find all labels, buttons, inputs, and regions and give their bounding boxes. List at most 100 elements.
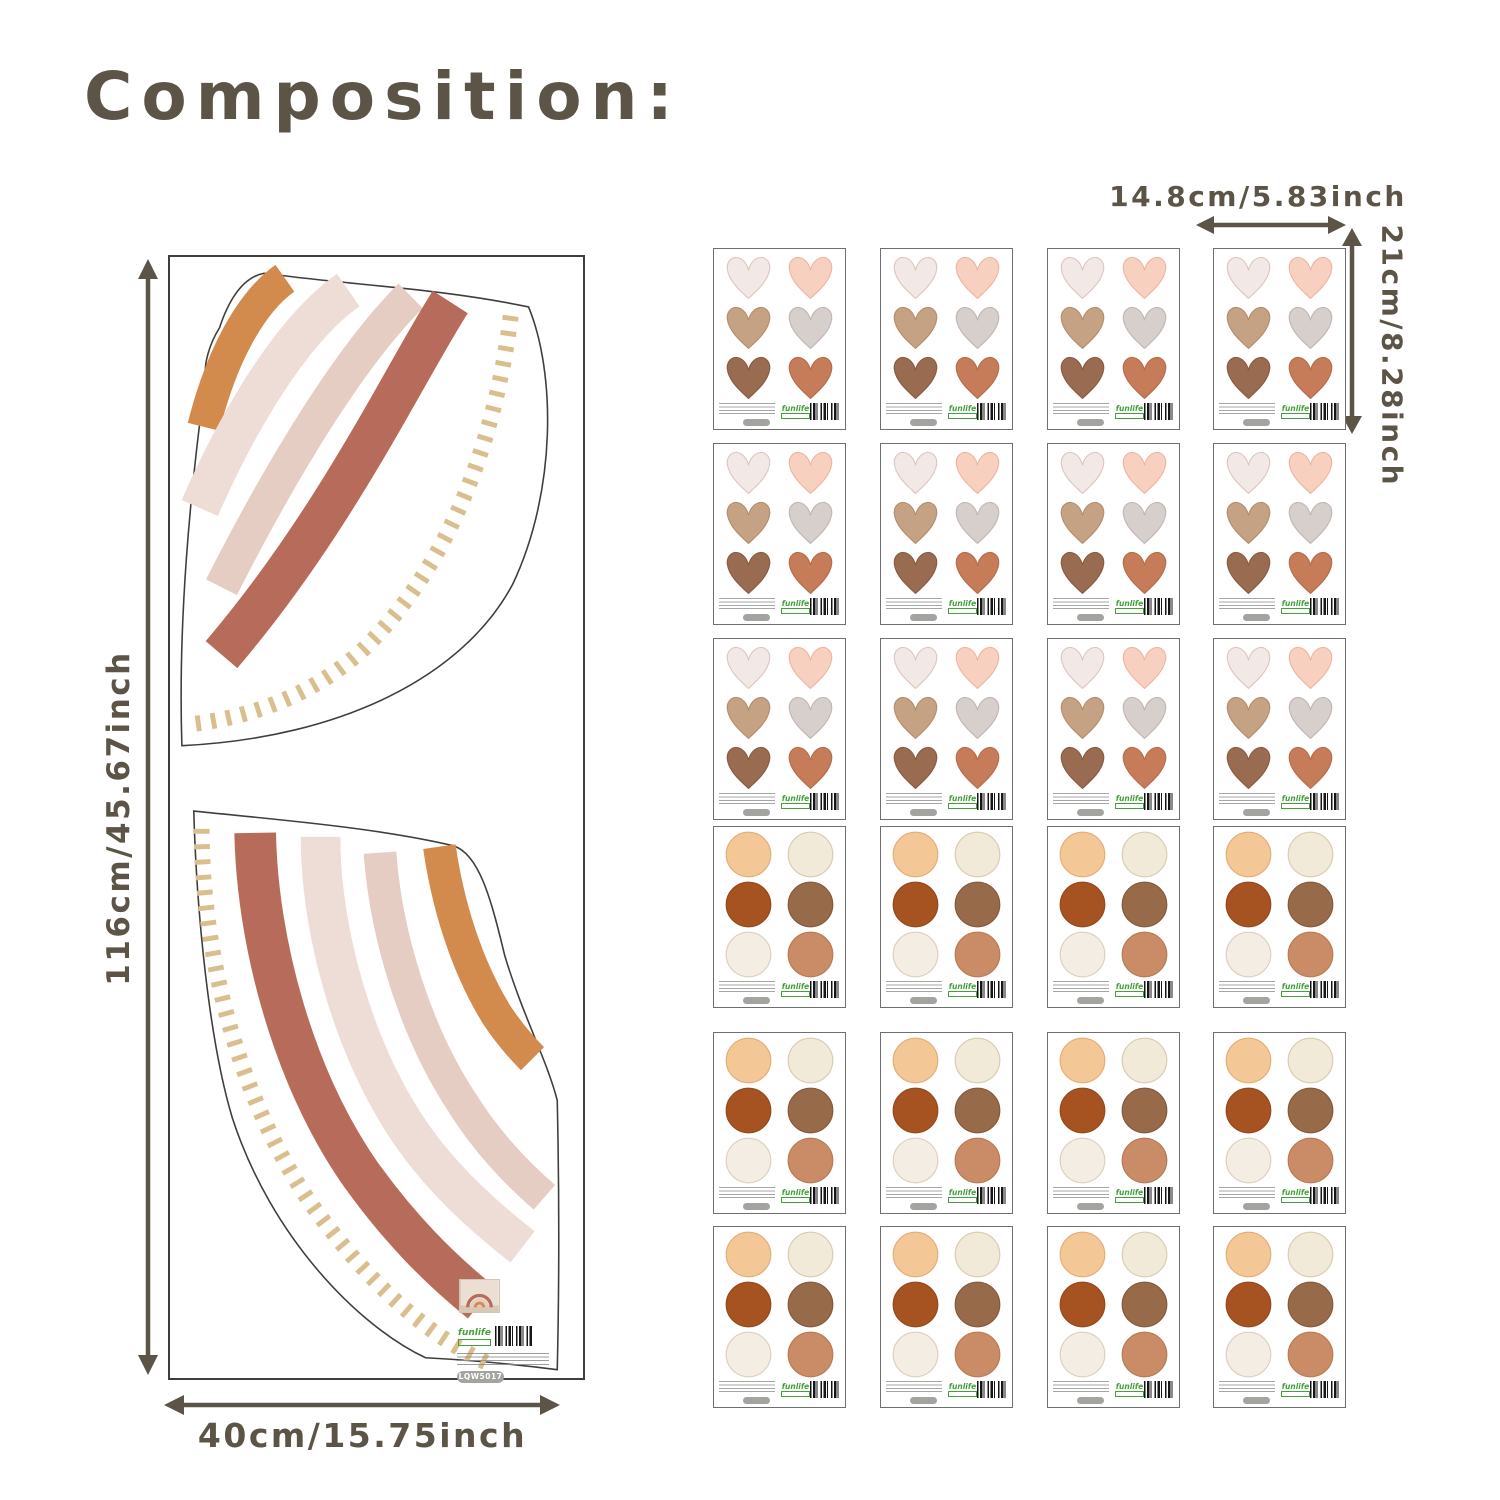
page-title: Composition: bbox=[84, 58, 682, 135]
sheet-code-badge bbox=[743, 997, 770, 1004]
dot-sticker bbox=[787, 1137, 834, 1184]
sticker-sheet-dots: funlife bbox=[713, 1032, 846, 1214]
sheet-barcode bbox=[1310, 793, 1341, 810]
heart-sticker bbox=[1288, 257, 1332, 300]
sticker-area bbox=[1218, 830, 1341, 979]
heart-sticker bbox=[1061, 501, 1105, 545]
sheet-barcode bbox=[1310, 1187, 1341, 1204]
dot-sticker bbox=[1059, 1037, 1106, 1084]
sticker-sheet-hearts: funlife bbox=[1213, 443, 1346, 625]
sheet-fineprint bbox=[1053, 598, 1109, 611]
heart-sticker bbox=[1122, 306, 1166, 350]
sheet-code-badge bbox=[1077, 1203, 1104, 1210]
sheet-code-badge bbox=[743, 809, 770, 816]
heart-sticker bbox=[1061, 452, 1105, 495]
heart-sticker bbox=[1122, 356, 1166, 399]
dot-sticker bbox=[954, 1331, 1001, 1378]
sheet-footer: funlife bbox=[886, 1186, 1008, 1210]
sticker-sheet-hearts: funlife bbox=[1213, 638, 1346, 820]
sticker-sheet-dots: funlife bbox=[880, 1226, 1013, 1408]
sheet-footer: funlife bbox=[886, 980, 1008, 1004]
dot-sticker bbox=[1287, 931, 1334, 978]
heart-sticker bbox=[727, 452, 771, 495]
heart-sticker bbox=[1061, 696, 1105, 740]
dot-sticker bbox=[892, 1037, 939, 1084]
heart-sticker bbox=[1227, 551, 1271, 594]
sheet-footer: funlife bbox=[719, 792, 841, 816]
sheet-code-badge bbox=[1243, 809, 1270, 816]
dot-sticker bbox=[1287, 881, 1334, 928]
sheet-footer: funlife bbox=[719, 1380, 841, 1404]
sheet-fineprint bbox=[1219, 1381, 1275, 1394]
sheet-barcode bbox=[1144, 403, 1175, 420]
heart-sticker bbox=[1061, 647, 1105, 690]
sheet-code-badge bbox=[1077, 1397, 1104, 1404]
heart-sticker bbox=[788, 306, 832, 350]
dot-sticker bbox=[787, 881, 834, 928]
dot-sticker bbox=[954, 1137, 1001, 1184]
sticker-area bbox=[1052, 447, 1175, 596]
sheet-height-label: 21cm/8.28inch bbox=[1375, 224, 1409, 488]
sheet-code-badge bbox=[1243, 997, 1270, 1004]
heart-sticker bbox=[955, 452, 999, 495]
sheet-barcode bbox=[977, 1381, 1008, 1398]
heart-sticker bbox=[1288, 356, 1332, 399]
dot-sticker bbox=[1059, 881, 1106, 928]
heart-sticker bbox=[894, 306, 938, 350]
sticker-sheet-hearts: funlife bbox=[713, 443, 846, 625]
sheet-footer: funlife bbox=[719, 597, 841, 621]
dot-sticker bbox=[1225, 1331, 1272, 1378]
sheet-barcode bbox=[810, 793, 841, 810]
sheet-footer: funlife bbox=[1219, 597, 1341, 621]
dot-sticker bbox=[1121, 1281, 1168, 1328]
sheet-footer: funlife bbox=[1053, 980, 1175, 1004]
dot-sticker bbox=[725, 931, 772, 978]
sheet-footer: funlife bbox=[719, 980, 841, 1004]
heart-sticker bbox=[1227, 746, 1271, 789]
sheet-footer: funlife bbox=[886, 1380, 1008, 1404]
sheet-fineprint bbox=[1053, 1187, 1109, 1200]
dot-sticker bbox=[1059, 831, 1106, 878]
dot-sticker bbox=[787, 1231, 834, 1278]
heart-sticker bbox=[1288, 452, 1332, 495]
heart-sticker bbox=[788, 746, 832, 789]
heart-sticker bbox=[727, 356, 771, 399]
product-photo-thumbnail bbox=[459, 1279, 500, 1313]
dot-sticker bbox=[725, 1281, 772, 1328]
funlife-logo: funlife bbox=[948, 1383, 977, 1397]
funlife-logo: funlife bbox=[781, 795, 810, 809]
sticker-area bbox=[1052, 1230, 1175, 1379]
sheet-footer: funlife bbox=[719, 402, 841, 426]
sheet-code-badge bbox=[1243, 614, 1270, 621]
sheet-code-badge bbox=[910, 419, 937, 426]
sheet-barcode bbox=[1144, 598, 1175, 615]
heart-sticker bbox=[955, 647, 999, 690]
dot-sticker bbox=[787, 831, 834, 878]
dot-sticker bbox=[725, 1231, 772, 1278]
sheet-barcode bbox=[810, 403, 841, 420]
sheet-fineprint bbox=[886, 793, 942, 806]
sheet-footer: funlife bbox=[1219, 792, 1341, 816]
sheet-footer: funlife bbox=[1053, 792, 1175, 816]
heart-sticker bbox=[1288, 306, 1332, 350]
funlife-logo: funlife bbox=[781, 983, 810, 997]
sheet-code-badge bbox=[743, 1397, 770, 1404]
sticker-area bbox=[885, 1230, 1008, 1379]
sheet-code-badge bbox=[1243, 1397, 1270, 1404]
sticker-area bbox=[1052, 252, 1175, 401]
heart-sticker bbox=[1288, 746, 1332, 789]
sheet-height-arrow-icon bbox=[1342, 228, 1362, 434]
sticker-sheet-hearts: funlife bbox=[880, 638, 1013, 820]
sticker-sheet-hearts: funlife bbox=[1047, 443, 1180, 625]
heart-sticker bbox=[1122, 452, 1166, 495]
sheet-code-badge bbox=[743, 614, 770, 621]
sheet-barcode bbox=[810, 981, 841, 998]
dot-sticker bbox=[725, 831, 772, 878]
dot-sticker bbox=[1121, 881, 1168, 928]
sheet-footer: funlife bbox=[886, 597, 1008, 621]
sticker-sheet-dots: funlife bbox=[713, 826, 846, 1008]
sheet-fineprint bbox=[719, 1187, 775, 1200]
sheet-footer: funlife bbox=[886, 792, 1008, 816]
dot-sticker bbox=[725, 881, 772, 928]
dot-sticker bbox=[892, 1231, 939, 1278]
